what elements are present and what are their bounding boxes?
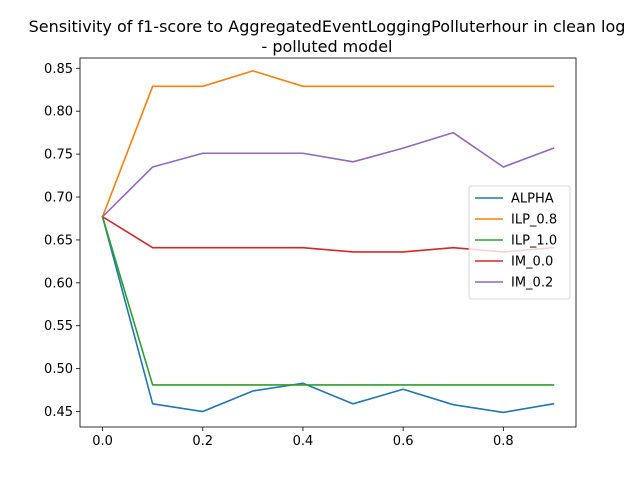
series-line-ilp-0-8 [101,70,555,218]
legend-label: ILP_0.8 [511,213,557,228]
x-tick-label: 0.2 [192,434,213,449]
y-tick-label: 0.45 [44,405,73,420]
series-line-im-0-2 [101,131,555,218]
x-tick-label: 0.4 [293,434,314,449]
chart-subtitle: - polluted model [261,37,392,56]
y-tick-label: 0.70 [44,191,73,206]
y-tick-label: 0.85 [44,62,73,77]
y-tick-label: 0.65 [44,233,73,248]
x-tick-label: 0.6 [393,434,414,449]
series-line-alpha [101,215,555,414]
series-line-ilp-1-0 [101,215,555,386]
y-tick-label: 0.80 [44,105,73,120]
y-tick-label: 0.55 [44,319,73,334]
legend: ALPHA ILP_0.8 ILP_1.0 IM_0.0 IM_0.2 [468,185,571,300]
axes-frame [79,57,577,428]
legend-label: IM_0.2 [511,276,553,291]
legend-label: ALPHA [511,192,554,207]
y-tick-label: 0.50 [44,362,73,377]
legend-label: IM_0.0 [511,255,553,270]
x-tick-label: 0.8 [493,434,514,449]
legend-box [468,185,571,300]
x-tick-label: 0.0 [92,434,113,449]
y-tick-label: 0.75 [44,148,73,163]
legend-label: ILP_1.0 [511,234,557,249]
plot-area: 0.0 0.2 0.4 0.6 0.8 0.45 0.50 0.55 0.60 0.65 0.70 0… [44,57,577,449]
chart-title: Sensitivity of f1-score to AggregatedEve… [29,17,626,36]
y-tick-label: 0.60 [44,276,73,291]
